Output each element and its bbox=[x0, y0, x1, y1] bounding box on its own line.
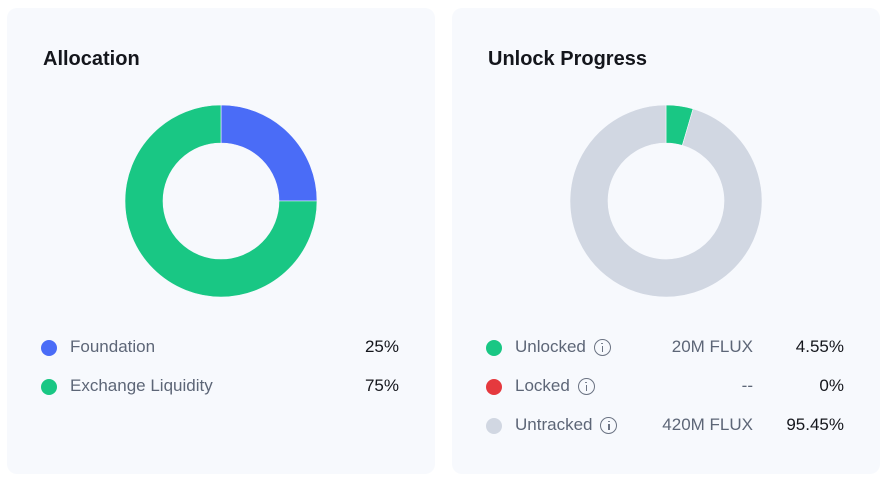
legend-label-exchange-liquidity: Exchange Liquidity bbox=[70, 376, 213, 395]
info-icon[interactable] bbox=[600, 416, 618, 434]
legend-amount-unlocked: 20M FLUX bbox=[671, 337, 753, 356]
legend-percent-unlocked: 4.55% bbox=[795, 337, 844, 356]
unlock-progress-donut-chart bbox=[569, 104, 763, 298]
legend-label-locked: Locked bbox=[515, 376, 595, 396]
legend-row-exchange-liquidity: Exchange Liquidity 75% bbox=[41, 375, 399, 414]
legend-label-unlocked: Unlocked bbox=[515, 337, 611, 357]
legend-row-unlocked: Unlocked 20M FLUX 4.55% bbox=[486, 336, 844, 375]
legend-label-unlocked-text: Unlocked bbox=[515, 337, 586, 356]
legend-dot-unlocked bbox=[486, 340, 502, 356]
legend-dot-foundation bbox=[41, 340, 57, 356]
legend-dot-untracked bbox=[486, 418, 502, 434]
donut-slice-untracked[interactable] bbox=[569, 104, 763, 298]
unlock-progress-card: Unlock Progress Unlocked 20M FLUX 4.55% … bbox=[452, 8, 880, 474]
legend-amount-locked: -- bbox=[741, 376, 753, 395]
legend-label-locked-text: Locked bbox=[515, 376, 570, 395]
legend-percent-locked: 0% bbox=[819, 376, 844, 395]
info-icon[interactable] bbox=[593, 338, 611, 356]
legend-dot-locked bbox=[486, 379, 502, 395]
legend-percent-untracked: 95.45% bbox=[786, 415, 844, 434]
legend-amount-untracked: 420M FLUX bbox=[662, 415, 753, 434]
allocation-title: Allocation bbox=[43, 48, 140, 70]
legend-percent-exchange-liquidity: 75% bbox=[364, 376, 399, 395]
legend-row-locked: Locked -- 0% bbox=[486, 375, 844, 414]
legend-label-untracked: Untracked bbox=[515, 415, 618, 435]
info-icon[interactable] bbox=[577, 377, 595, 395]
unlock-legend: Unlocked 20M FLUX 4.55% Locked -- 0% Unt… bbox=[486, 336, 844, 453]
legend-row-foundation: Foundation 25% bbox=[41, 336, 399, 375]
unlock-progress-title: Unlock Progress bbox=[488, 48, 647, 70]
allocation-card: Allocation Foundation 25% Exchange Liqui… bbox=[7, 8, 435, 474]
allocation-legend: Foundation 25% Exchange Liquidity 75% bbox=[41, 336, 399, 414]
allocation-donut-chart bbox=[124, 104, 318, 298]
donut-slice-foundation[interactable] bbox=[220, 104, 318, 202]
legend-label-untracked-text: Untracked bbox=[515, 415, 593, 434]
legend-percent-foundation: 25% bbox=[364, 337, 399, 356]
legend-label-foundation: Foundation bbox=[70, 337, 156, 356]
legend-row-untracked: Untracked 420M FLUX 95.45% bbox=[486, 414, 844, 453]
donut-slice-exchange-liquidity[interactable] bbox=[124, 104, 318, 298]
legend-dot-exchange-liquidity bbox=[41, 379, 57, 395]
